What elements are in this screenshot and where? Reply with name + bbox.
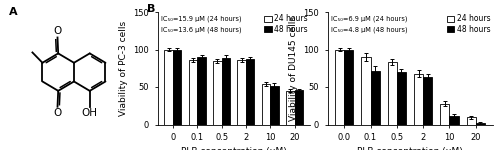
Bar bbox=[335, 50, 344, 124]
Bar bbox=[362, 57, 370, 124]
Bar bbox=[222, 58, 230, 124]
Bar bbox=[370, 70, 380, 124]
Bar bbox=[213, 61, 222, 124]
Text: O: O bbox=[54, 26, 62, 36]
Bar bbox=[466, 117, 476, 124]
Bar bbox=[423, 76, 432, 124]
Text: IC₅₀=13.6 μM (48 hours): IC₅₀=13.6 μM (48 hours) bbox=[160, 27, 241, 33]
Bar bbox=[294, 90, 303, 124]
Bar bbox=[270, 85, 278, 124]
Text: O: O bbox=[54, 108, 62, 118]
Bar bbox=[246, 59, 254, 124]
Text: A: A bbox=[9, 7, 18, 17]
Y-axis label: Viability of PC-3 cells: Viability of PC-3 cells bbox=[119, 21, 128, 116]
Text: OH: OH bbox=[82, 108, 98, 118]
Bar bbox=[344, 50, 354, 124]
Bar bbox=[189, 60, 198, 124]
Bar bbox=[450, 116, 458, 124]
Bar bbox=[198, 57, 206, 124]
Legend: 24 hours, 48 hours: 24 hours, 48 hours bbox=[264, 14, 308, 35]
Y-axis label: Viability of DU145 cells: Viability of DU145 cells bbox=[289, 16, 298, 121]
Bar bbox=[414, 74, 423, 124]
Text: IC₅₀=15.9 μM (24 hours): IC₅₀=15.9 μM (24 hours) bbox=[160, 15, 241, 22]
X-axis label: PLB concentration (μM): PLB concentration (μM) bbox=[181, 147, 286, 150]
Bar bbox=[388, 62, 397, 124]
X-axis label: PLB concentration (μM): PLB concentration (μM) bbox=[357, 147, 463, 150]
Bar bbox=[397, 72, 406, 124]
Bar bbox=[164, 50, 173, 124]
Bar bbox=[440, 103, 450, 124]
Text: B: B bbox=[148, 4, 156, 15]
Bar bbox=[262, 84, 270, 124]
Bar bbox=[476, 123, 485, 124]
Legend: 24 hours, 48 hours: 24 hours, 48 hours bbox=[446, 14, 491, 35]
Bar bbox=[286, 91, 294, 124]
Text: IC₅₀=4.8 μM (48 hours): IC₅₀=4.8 μM (48 hours) bbox=[331, 27, 407, 33]
Text: IC₅₀=6.9 μM (24 hours): IC₅₀=6.9 μM (24 hours) bbox=[331, 15, 407, 22]
Bar bbox=[173, 50, 182, 124]
Bar bbox=[238, 60, 246, 124]
